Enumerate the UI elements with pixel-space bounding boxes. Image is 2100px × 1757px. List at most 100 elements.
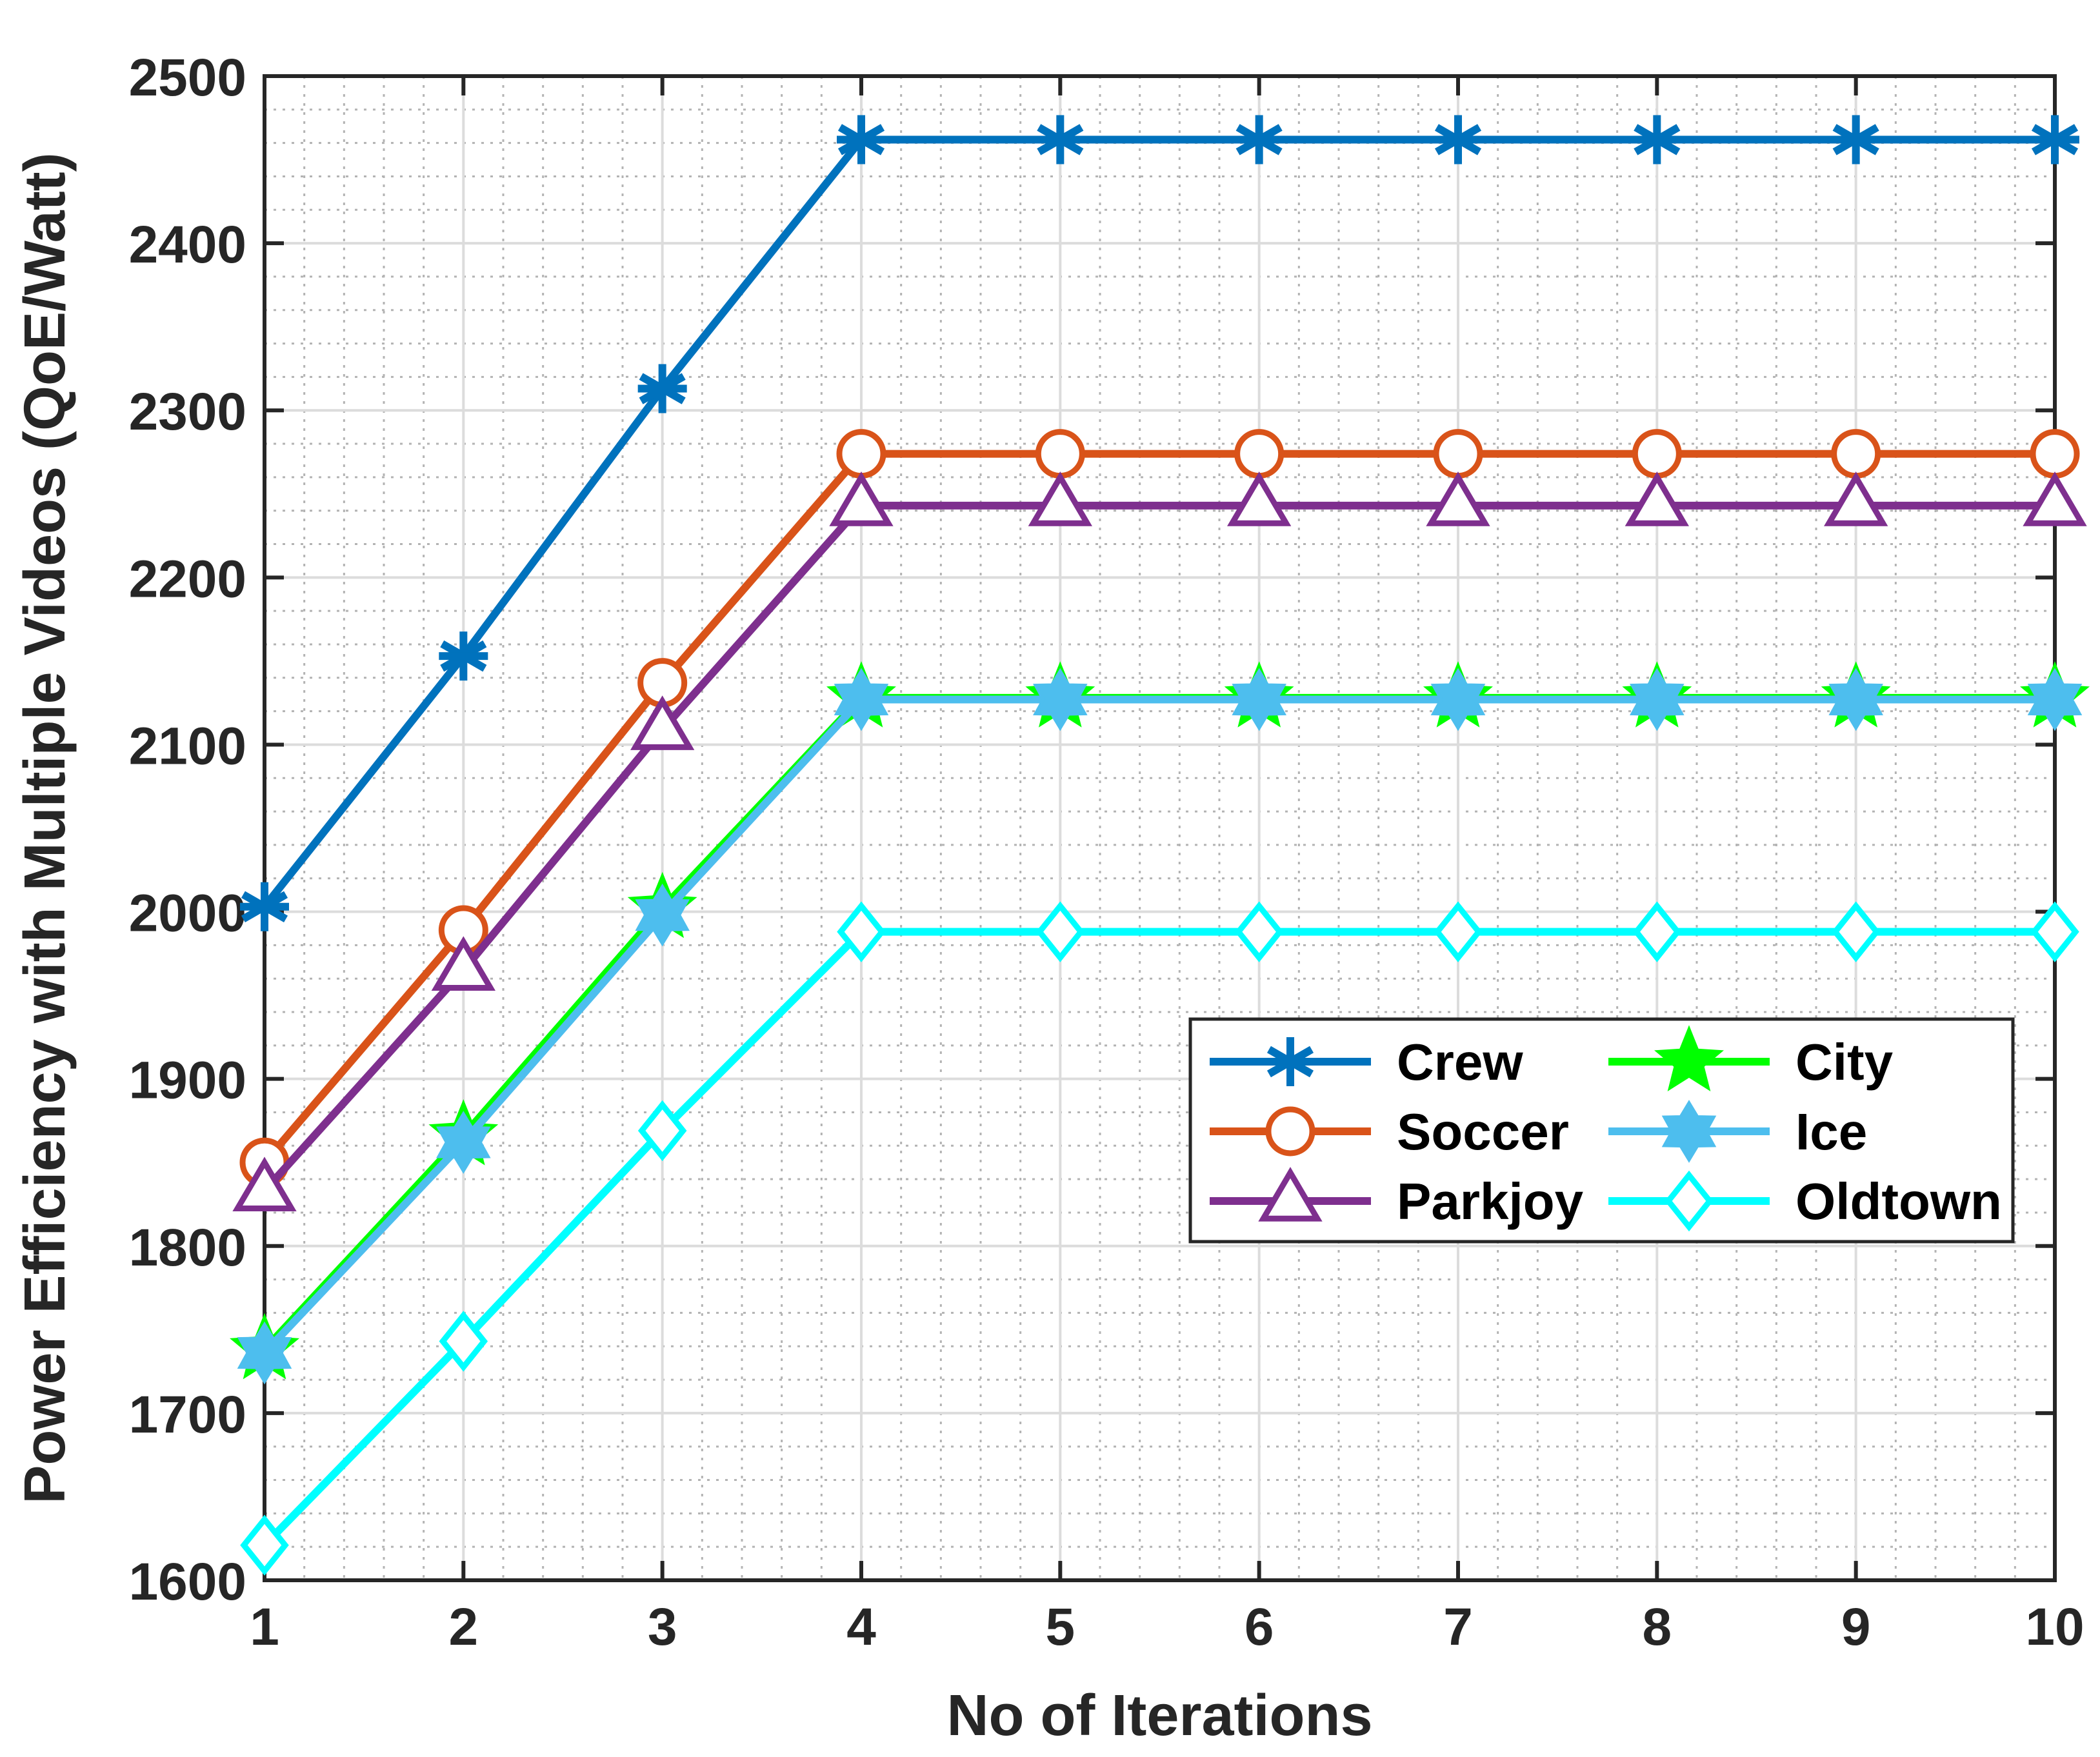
x-tick-label: 5 xyxy=(1046,1598,1075,1656)
y-axis-title: Power Efficiency with Multiple Videos (Q… xyxy=(13,152,77,1504)
data-point-parkjoy xyxy=(1625,472,1689,526)
data-point-parkjoy xyxy=(232,1156,297,1212)
data-point-oldtown xyxy=(1831,901,1881,962)
x-tick-label: 8 xyxy=(1643,1598,1672,1656)
data-point-soccer xyxy=(1433,429,1483,479)
x-tick-label: 1 xyxy=(250,1598,279,1656)
legend-label-ice: Ice xyxy=(1795,1103,1867,1160)
series-oldtown xyxy=(240,901,2079,1576)
data-point-crew xyxy=(637,364,687,413)
series-line-soccer xyxy=(261,450,2055,1166)
data-point-soccer xyxy=(836,429,886,479)
data-point-ice xyxy=(237,1321,292,1385)
data-point-parkjoy xyxy=(829,472,894,526)
y-tick-label: 1800 xyxy=(129,1218,246,1277)
axis-ticks: 1 2 3 4 5 6 7 8 9 10 1600 1700 1800 1900 2000 2100 2200 2… xyxy=(129,48,2085,1656)
data-point-crew xyxy=(1434,115,1483,164)
data-point-oldtown xyxy=(837,901,886,962)
x-tick-label: 7 xyxy=(1443,1598,1473,1656)
y-tick-label: 1900 xyxy=(129,1051,246,1110)
data-point-oldtown xyxy=(240,1514,289,1576)
y-tick-label: 1700 xyxy=(129,1385,246,1444)
legend-entry-oldtown: Oldtown xyxy=(1608,1170,2002,1232)
data-point-ice xyxy=(436,1111,491,1174)
y-tick-label: 2300 xyxy=(129,382,246,441)
series-parkjoy xyxy=(232,472,2087,1212)
data-point-oldtown xyxy=(637,1100,687,1162)
legend-entry-soccer: Soccer xyxy=(1210,1103,1569,1160)
data-point-crew xyxy=(1035,115,1085,164)
y-tick-label: 2500 xyxy=(129,48,246,107)
data-point-oldtown xyxy=(439,1311,488,1372)
y-tick-label: 2100 xyxy=(129,717,246,775)
data-point-crew xyxy=(1234,115,1284,164)
series-crew xyxy=(240,115,2079,931)
legend-label-crew: Crew xyxy=(1397,1033,1523,1091)
legend-entry-crew: Crew xyxy=(1210,1033,1523,1091)
data-point-crew xyxy=(1632,115,1682,164)
data-point-soccer xyxy=(1035,429,1085,479)
legend-marker-city xyxy=(1654,1025,1724,1091)
legend-marker-parkjoy xyxy=(1258,1167,1323,1222)
series-line-oldtown xyxy=(261,928,2055,1548)
data-point-crew xyxy=(240,882,289,931)
series-line-ice xyxy=(261,695,2055,1356)
data-point-soccer xyxy=(2030,429,2080,479)
legend-marker-soccer xyxy=(1265,1106,1315,1156)
legend-label-soccer: Soccer xyxy=(1397,1103,1569,1160)
data-point-oldtown xyxy=(1234,901,1284,962)
data-point-ice xyxy=(1430,668,1486,731)
x-tick-label: 6 xyxy=(1245,1598,1274,1656)
data-point-crew xyxy=(837,115,886,164)
data-point-ice xyxy=(635,883,690,947)
data-point-oldtown xyxy=(2030,901,2079,962)
series-line-parkjoy xyxy=(261,501,2055,1194)
x-tick-label: 4 xyxy=(846,1598,876,1656)
x-tick-label: 2 xyxy=(449,1598,479,1656)
y-tick-label: 2200 xyxy=(129,550,246,608)
series-soccer xyxy=(239,429,2080,1187)
data-point-ice xyxy=(834,668,889,731)
data-point-oldtown xyxy=(1434,901,1483,962)
legend: Crew Soccer Parkjoy City Ice Oldtown xyxy=(1188,1017,2015,1244)
data-point-ice xyxy=(1232,668,1286,731)
y-tick-label: 2000 xyxy=(129,884,246,943)
data-point-ice xyxy=(2027,668,2083,731)
data-point-ice xyxy=(1033,668,1088,731)
legend-marker-crew xyxy=(1266,1037,1315,1086)
data-point-parkjoy xyxy=(2023,472,2087,526)
legend-marker-oldtown xyxy=(1665,1170,1714,1232)
legend-label-parkjoy: Parkjoy xyxy=(1397,1173,1584,1230)
data-point-parkjoy xyxy=(1426,472,1490,526)
series-layer xyxy=(230,115,2090,1576)
y-tick-label: 1600 xyxy=(129,1553,246,1611)
series-line-crew xyxy=(261,135,2055,909)
legend-entry-ice: Ice xyxy=(1608,1100,1867,1163)
legend-label-oldtown: Oldtown xyxy=(1795,1173,2002,1230)
data-point-oldtown xyxy=(1035,901,1085,962)
legend-label-city: City xyxy=(1795,1033,1894,1091)
data-point-ice xyxy=(1630,668,1685,731)
data-point-soccer xyxy=(1831,429,1881,479)
data-point-oldtown xyxy=(1632,901,1682,962)
data-point-soccer xyxy=(1632,429,1682,479)
x-tick-label: 10 xyxy=(2025,1598,2084,1656)
plot-frame xyxy=(263,74,2057,1582)
series-ice xyxy=(237,668,2083,1385)
data-point-parkjoy xyxy=(1028,472,1092,526)
data-point-soccer xyxy=(1234,429,1285,479)
legend-marker-ice xyxy=(1661,1100,1717,1163)
legend-entry-parkjoy: Parkjoy xyxy=(1210,1167,1584,1230)
data-point-parkjoy xyxy=(630,695,695,750)
data-point-crew xyxy=(1831,115,1881,164)
data-point-parkjoy xyxy=(431,936,495,991)
y-tick-label: 2400 xyxy=(129,215,246,274)
data-point-ice xyxy=(1828,668,1883,731)
data-point-parkjoy xyxy=(1824,472,1888,526)
x-tick-label: 9 xyxy=(1841,1598,1871,1656)
x-tick-label: 3 xyxy=(648,1598,677,1656)
legend-entry-city: City xyxy=(1608,1025,1894,1091)
x-axis-title: No of Iterations xyxy=(946,1683,1372,1748)
